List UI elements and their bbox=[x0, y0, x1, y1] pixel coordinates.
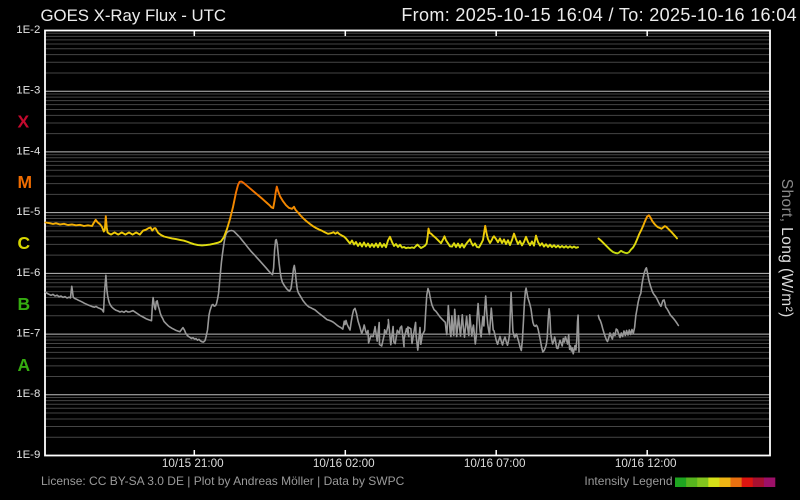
svg-text:License: CC BY-SA 3.0 DE | Plo: License: CC BY-SA 3.0 DE | Plot by Andre… bbox=[41, 474, 405, 488]
svg-text:X: X bbox=[18, 111, 30, 131]
svg-text:1E-6: 1E-6 bbox=[16, 267, 40, 279]
svg-text:1E-2: 1E-2 bbox=[16, 24, 40, 36]
svg-text:Short, Long (W/m²): Short, Long (W/m²) bbox=[778, 179, 795, 318]
svg-text:10/16 07:00: 10/16 07:00 bbox=[464, 457, 526, 470]
svg-text:10/16 12:00: 10/16 12:00 bbox=[615, 457, 677, 470]
svg-text:From: 2025-10-15 16:04 / To: 2: From: 2025-10-15 16:04 / To: 2025-10-16 … bbox=[401, 5, 797, 25]
svg-text:1E-4: 1E-4 bbox=[16, 145, 40, 157]
svg-text:1E-7: 1E-7 bbox=[16, 328, 40, 340]
svg-text:1E-3: 1E-3 bbox=[16, 85, 40, 97]
svg-text:C: C bbox=[18, 233, 31, 253]
svg-text:GOES X-Ray Flux - UTC: GOES X-Ray Flux - UTC bbox=[41, 6, 227, 25]
svg-text:Intensity Legend: Intensity Legend bbox=[584, 474, 672, 488]
svg-text:10/16 02:00: 10/16 02:00 bbox=[313, 457, 375, 470]
svg-text:M: M bbox=[18, 172, 33, 192]
svg-text:1E-8: 1E-8 bbox=[16, 388, 40, 400]
svg-text:1E-9: 1E-9 bbox=[16, 449, 40, 461]
svg-text:A: A bbox=[18, 355, 31, 375]
svg-text:10/15 21:00: 10/15 21:00 bbox=[162, 457, 224, 470]
svg-text:1E-5: 1E-5 bbox=[16, 206, 40, 218]
svg-text:B: B bbox=[18, 294, 31, 314]
